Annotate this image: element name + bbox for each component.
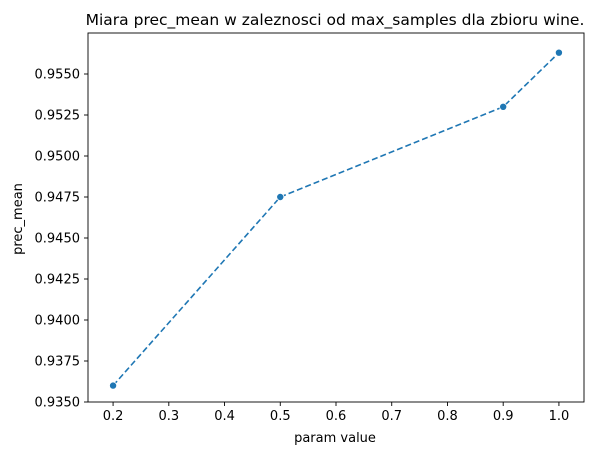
y-tick-label: 0.9475 (35, 191, 81, 206)
y-tick-label: 0.9450 (35, 232, 81, 247)
y-tick-label: 0.9550 (35, 68, 81, 83)
x-tick-label: 0.4 (214, 409, 235, 424)
x-tick-label: 0.6 (326, 409, 347, 424)
plot-area: 0.2 0.3 0.4 0.5 0.6 0.7 0.8 0.9 1.0 0.9350 0.9375 0… (35, 32, 585, 424)
y-tick-label: 0.9525 (35, 109, 81, 124)
data-point (499, 102, 508, 111)
y-tick-label: 0.9500 (35, 150, 81, 165)
x-tick-label: 0.2 (103, 409, 124, 424)
data-point (276, 192, 285, 201)
series-line (112, 52, 560, 387)
x-axis-label: param value (294, 431, 376, 446)
x-tick-label: 0.9 (493, 409, 514, 424)
chart-title: Miara prec_mean w zaleznosci od max_samp… (86, 11, 585, 30)
x-tick-label: 0.8 (437, 409, 458, 424)
x-tick-label: 0.7 (381, 409, 402, 424)
data-point (554, 48, 563, 57)
x-tick-label: 0.3 (158, 409, 179, 424)
x-tick-label: 0.5 (270, 409, 291, 424)
y-axis-label: prec_mean (11, 183, 26, 255)
y-tick-label: 0.9425 (35, 273, 81, 288)
plot-frame (87, 32, 585, 403)
x-tick-label: 1.0 (549, 409, 570, 424)
y-tick-label: 0.9400 (35, 314, 81, 329)
data-point (109, 381, 118, 390)
y-tick-label: 0.9375 (35, 355, 81, 370)
y-tick-label: 0.9350 (35, 396, 81, 411)
